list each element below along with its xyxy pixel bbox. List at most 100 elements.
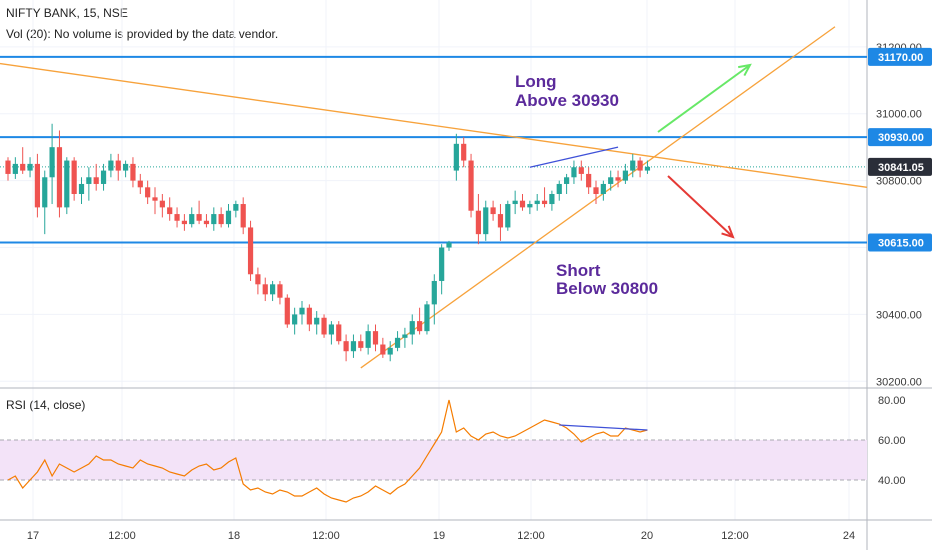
axes: 31200.0031000.0030800.0030600.0030400.00…: [27, 42, 932, 542]
candle-body: [483, 207, 489, 235]
time-axis-label: 20: [641, 530, 653, 542]
candle-body: [387, 347, 393, 355]
candle-body: [189, 214, 195, 225]
time-axis-label: 18: [228, 530, 240, 542]
trendlines[interactable]: [0, 26, 868, 369]
candle-body: [86, 177, 92, 184]
candle-body: [93, 177, 99, 184]
candle-body: [608, 177, 614, 184]
candle-body: [380, 344, 386, 355]
long-label: Long: [515, 72, 557, 91]
candle-body: [12, 163, 18, 174]
candle-body: [115, 160, 121, 171]
candle-body: [56, 147, 63, 208]
volume-notice: Vol (20): No volume is provided by the d…: [6, 27, 279, 41]
candle-body: [350, 341, 357, 352]
candle-body: [453, 143, 459, 171]
short-arrow-head: [721, 225, 735, 239]
candle-body: [262, 284, 268, 295]
price-tag: [868, 47, 932, 66]
candle-body: [564, 177, 570, 184]
short-arrow: [667, 175, 735, 239]
candle-body: [490, 207, 496, 215]
candle-body: [299, 307, 305, 315]
long-arrow-head: [738, 63, 752, 77]
candle-body: [145, 187, 151, 198]
horizontal-levels[interactable]: [0, 55, 867, 244]
candle-body: [292, 314, 298, 325]
candle-body: [137, 180, 143, 188]
arrows[interactable]: [657, 63, 752, 239]
candle-body: [159, 200, 165, 208]
candle-body: [42, 177, 48, 208]
rsi-pane: [0, 399, 867, 503]
candle-body: [556, 183, 562, 194]
price-tag: [868, 233, 932, 252]
candle-body: [34, 163, 40, 208]
long-condition: Above 30930: [515, 91, 619, 110]
candle-body: [372, 331, 379, 345]
candle-body: [314, 317, 320, 325]
rsi-axis-label: 60.00: [878, 435, 906, 447]
candle-body: [615, 177, 621, 181]
price-divergence-line: [529, 146, 619, 168]
candle-body: [336, 324, 342, 342]
candle-body: [409, 321, 415, 335]
candle-body: [130, 163, 136, 181]
candle-body: [49, 147, 55, 178]
descending-trendline: [0, 62, 868, 188]
price-tag-label: 31170.00: [878, 52, 923, 64]
time-axis-label: 19: [433, 530, 445, 542]
short-label: Short: [556, 261, 601, 280]
candle-body: [196, 214, 202, 221]
time-axis-label: 24: [843, 530, 855, 542]
candle-body: [321, 317, 327, 335]
candle-body: [512, 200, 518, 205]
candle-body: [527, 204, 533, 208]
candle-body: [270, 284, 276, 295]
candle-body: [644, 166, 651, 171]
candle-body: [497, 214, 504, 228]
candle-body: [211, 214, 217, 225]
candle-body: [203, 220, 210, 225]
candle-body: [152, 197, 158, 201]
price-axis-label: 31000.00: [876, 109, 922, 121]
symbol-title: NIFTY BANK, 15, NSE: [6, 6, 128, 20]
candle-body: [255, 274, 261, 285]
candle-body: [358, 341, 364, 348]
long-arrow-shaft: [657, 64, 751, 133]
candle-body: [233, 204, 239, 211]
candle-body: [519, 200, 526, 208]
rsi-axis-label: 40.00: [878, 475, 906, 487]
rsi-divergence-line: [559, 424, 648, 431]
candle-body: [446, 242, 452, 248]
candle-body: [431, 280, 437, 305]
candle-body: [365, 331, 371, 348]
candle-body: [475, 210, 481, 235]
candle-body: [586, 173, 592, 188]
candle-body: [571, 167, 577, 178]
candle-body: [578, 167, 584, 174]
time-axis-label: 12:00: [517, 530, 545, 542]
candle-body: [534, 200, 540, 205]
candle-body: [593, 187, 599, 194]
rsi-axis-label: 80.00: [878, 395, 906, 407]
time-axis-label: 12:00: [108, 530, 136, 542]
price-tag-label: 30615.00: [878, 238, 924, 250]
price-tag: [868, 128, 932, 147]
candles: [5, 123, 651, 362]
candle-body: [174, 214, 180, 221]
price-axis-label: 30200.00: [876, 376, 922, 388]
candle-body: [218, 214, 224, 225]
candle-body: [20, 163, 26, 171]
time-axis-label: 17: [27, 530, 39, 542]
candle-body: [306, 307, 312, 325]
candle-body: [78, 183, 85, 194]
candle-body: [424, 304, 430, 332]
candle-body: [225, 210, 232, 225]
candle-body: [167, 207, 173, 215]
candle-body: [123, 163, 129, 171]
candle-body: [100, 170, 107, 184]
price-tag: [868, 157, 932, 176]
